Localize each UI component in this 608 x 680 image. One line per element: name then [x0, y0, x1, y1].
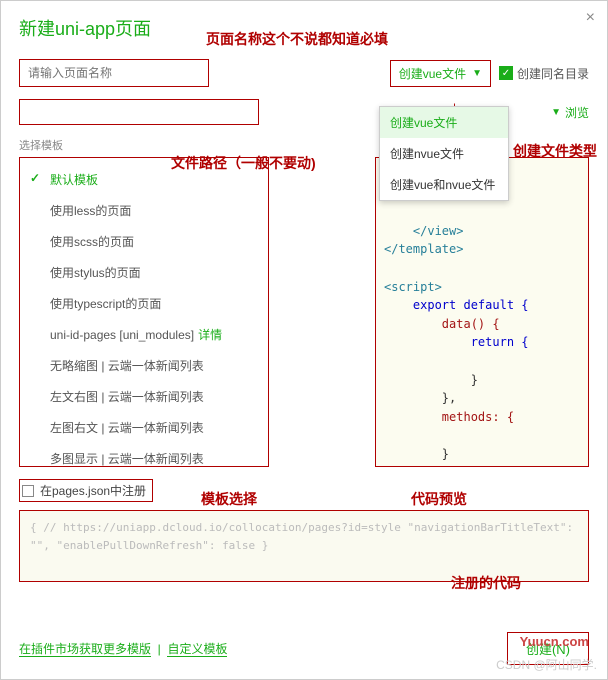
template-item[interactable]: 使用less的页面: [20, 195, 268, 226]
csdn-watermark: CSDN @阿山同学.: [496, 656, 597, 673]
file-type-dropdown: 创建vue文件 创建nvue文件 创建vue和nvue文件: [379, 106, 509, 201]
chevron-down-icon: ▼: [551, 107, 561, 118]
register-row: 在pages.json中注册: [19, 479, 589, 502]
anno-page-name: 页面名称这个不说都知道必填: [206, 29, 388, 49]
template-item[interactable]: 无略缩图 | 云端一体新闻列表: [20, 350, 268, 381]
anno-register-code: 注册的代码: [451, 573, 521, 593]
register-code-preview: { // https://uniapp.dcloud.io/collocatio…: [19, 510, 589, 582]
detail-link[interactable]: 详情: [198, 328, 222, 342]
template-item[interactable]: 左文右图 | 云端一体新闻列表: [20, 381, 268, 412]
anno-code-preview: 代码预览: [411, 489, 467, 509]
footer-links: 在插件市场获取更多模版 | 自定义模板: [19, 640, 227, 657]
template-item[interactable]: 多图显示 | 云端一体新闻列表: [20, 443, 268, 467]
create-file-label: 创建vue文件: [399, 65, 466, 82]
name-row: 创建vue文件 ▼ ✓ 创建同名目录: [19, 59, 589, 87]
new-page-dialog: × 新建uni-app页面 页面名称这个不说都知道必填 创建vue文件 ▼ ✓ …: [0, 0, 608, 680]
template-list: 默认模板 使用less的页面 使用scss的页面 使用stylus的页面 使用t…: [19, 157, 269, 467]
dropdown-item[interactable]: 创建vue文件: [380, 107, 508, 138]
code-preview: <template> <view> </view> </template> <s…: [375, 157, 589, 467]
template-item[interactable]: 使用scss的页面: [20, 226, 268, 257]
template-item[interactable]: 使用typescript的页面: [20, 288, 268, 319]
same-dir-label: 创建同名目录: [517, 65, 589, 82]
dropdown-item[interactable]: 创建nvue文件: [380, 138, 508, 169]
yuucn-watermark: Yuucn.com: [520, 634, 589, 649]
dropdown-item[interactable]: 创建vue和nvue文件: [380, 169, 508, 200]
market-link[interactable]: 在插件市场获取更多模版: [19, 642, 151, 657]
browse-label: 浏览: [565, 104, 589, 121]
custom-template-link[interactable]: 自定义模板: [167, 642, 227, 657]
template-item[interactable]: 左图右文 | 云端一体新闻列表: [20, 412, 268, 443]
path-input[interactable]: [19, 99, 259, 125]
chevron-down-icon: ▼: [472, 68, 482, 79]
main-row: 默认模板 使用less的页面 使用scss的页面 使用stylus的页面 使用t…: [19, 157, 589, 467]
close-icon[interactable]: ×: [586, 9, 595, 27]
browse-button[interactable]: ▼ 浏览: [551, 104, 589, 121]
template-item[interactable]: uni-id-pages [uni_modules]详情: [20, 319, 268, 350]
register-label: 在pages.json中注册: [40, 482, 146, 499]
register-checkbox[interactable]: 在pages.json中注册: [19, 479, 153, 502]
create-file-type-button[interactable]: 创建vue文件 ▼: [390, 60, 491, 87]
anno-template-select: 模板选择: [201, 489, 257, 509]
template-item[interactable]: 默认模板: [20, 164, 268, 195]
same-dir-checkbox[interactable]: ✓ 创建同名目录: [499, 65, 589, 82]
check-icon: ✓: [499, 66, 513, 80]
page-name-input[interactable]: [19, 59, 209, 87]
checkbox-icon: [22, 485, 34, 497]
template-item[interactable]: 使用stylus的页面: [20, 257, 268, 288]
